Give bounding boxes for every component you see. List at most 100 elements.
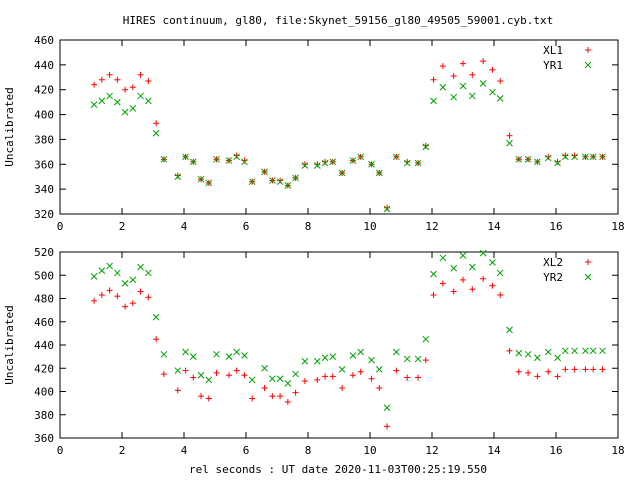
data-point-d2 xyxy=(489,88,496,96)
data-point-d2 xyxy=(268,177,276,184)
data-point xyxy=(189,158,197,166)
data-point-d2 xyxy=(571,153,578,161)
x-tick-label: 16 xyxy=(549,220,562,233)
data-point xyxy=(225,372,232,379)
data-point-d2 xyxy=(392,348,400,356)
data-point-d2 xyxy=(439,254,447,262)
data-point xyxy=(450,73,457,80)
x-tick-label: 14 xyxy=(487,220,501,233)
data-point xyxy=(160,350,168,358)
data-point xyxy=(479,249,487,257)
data-point xyxy=(469,71,476,78)
legend-label: YR1 xyxy=(543,59,563,72)
data-point xyxy=(430,76,437,83)
data-point-d2 xyxy=(450,93,458,101)
data-point xyxy=(368,356,375,364)
data-point xyxy=(98,97,106,105)
data-point-d2 xyxy=(205,376,213,384)
data-point xyxy=(534,354,541,362)
data-point xyxy=(205,395,212,402)
x-tick-label: 4 xyxy=(181,220,188,233)
data-point-d2 xyxy=(506,139,513,147)
data-point xyxy=(403,355,411,363)
data-point-d2 xyxy=(121,280,129,287)
data-point xyxy=(268,375,276,383)
data-point xyxy=(314,376,321,383)
y-axis-label: Uncalibrated xyxy=(3,87,16,166)
data-point xyxy=(468,92,476,100)
data-point-d2 xyxy=(205,179,213,187)
data-point-d2 xyxy=(276,375,284,383)
data-point xyxy=(571,152,578,159)
data-point xyxy=(357,348,365,356)
data-point xyxy=(506,139,513,147)
data-point-d2 xyxy=(182,348,189,356)
data-point-d2 xyxy=(152,129,160,137)
data-point xyxy=(213,350,220,358)
data-point xyxy=(129,84,136,91)
legend-marker xyxy=(584,273,592,281)
series-yr2 xyxy=(90,249,606,412)
data-point-d2 xyxy=(534,158,541,166)
data-point xyxy=(338,169,346,177)
data-point xyxy=(276,375,284,383)
y-tick-label: 380 xyxy=(34,409,54,422)
data-point-d2 xyxy=(329,158,337,166)
data-point-d2 xyxy=(368,356,375,364)
data-point xyxy=(261,168,268,176)
x-tick-label: 2 xyxy=(119,444,126,457)
data-point xyxy=(349,352,357,359)
panel-2: 360 380 400 420 440 460 480 500 520 0 2 4 6 8 10 12 14 16… xyxy=(3,246,625,457)
data-point xyxy=(321,159,329,167)
data-point xyxy=(562,366,569,373)
data-point xyxy=(197,175,205,183)
data-point xyxy=(122,303,129,310)
data-point xyxy=(590,366,597,373)
data-point-d2 xyxy=(450,264,458,272)
data-point xyxy=(357,153,365,161)
data-point-d2 xyxy=(479,80,487,87)
data-point-d2 xyxy=(375,366,383,373)
data-point xyxy=(384,204,391,211)
data-point xyxy=(190,374,197,381)
data-point xyxy=(422,335,430,343)
data-point xyxy=(106,262,113,270)
y-tick-label: 440 xyxy=(34,59,54,72)
data-point-d2 xyxy=(468,92,476,100)
data-point-d2 xyxy=(599,347,606,355)
data-point xyxy=(284,182,292,189)
y-tick-label: 360 xyxy=(34,158,54,171)
data-point xyxy=(506,132,513,139)
x-tick-label: 0 xyxy=(57,444,64,457)
x-tick-label: 10 xyxy=(363,220,376,233)
data-point-d2 xyxy=(241,352,248,359)
y-tick-label: 460 xyxy=(34,34,54,47)
data-point-d2 xyxy=(489,259,496,266)
data-point xyxy=(329,353,337,360)
series-yr1 xyxy=(90,80,606,213)
data-point xyxy=(489,88,496,96)
data-point-d2 xyxy=(90,273,98,280)
data-point-d2 xyxy=(160,155,168,163)
data-point xyxy=(376,385,383,392)
data-point xyxy=(301,357,309,365)
data-point-d2 xyxy=(515,155,523,163)
data-point xyxy=(329,158,337,166)
data-point-d2 xyxy=(439,83,447,91)
data-point xyxy=(562,152,569,159)
data-point xyxy=(241,158,248,166)
x-tick-label: 2 xyxy=(119,220,126,233)
data-point xyxy=(545,368,552,375)
data-point xyxy=(415,374,422,381)
data-point xyxy=(460,276,466,283)
data-point-d2 xyxy=(524,350,532,358)
data-point xyxy=(384,423,391,430)
data-point xyxy=(137,288,144,295)
data-point-d2 xyxy=(459,252,467,259)
data-point xyxy=(205,376,213,384)
data-point-d2 xyxy=(313,162,321,169)
data-point-d2 xyxy=(113,269,121,277)
data-point xyxy=(145,294,152,301)
data-point xyxy=(497,292,504,299)
